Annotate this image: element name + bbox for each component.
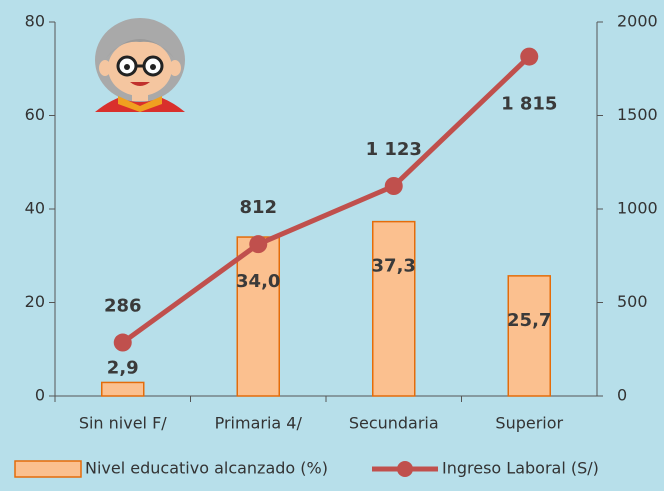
bar-value-label: 25,7 (507, 310, 551, 331)
bar-value-label: 2,9 (107, 357, 139, 378)
line-value-label: 1 815 (501, 94, 557, 115)
y2-tick-label: 2000 (617, 12, 658, 31)
y-tick-label: 0 (35, 386, 45, 405)
y-tick-label: 20 (25, 292, 45, 311)
x-tick-label: Superior (495, 414, 563, 433)
line (123, 57, 530, 343)
bar (237, 237, 279, 396)
y-tick-label: 60 (25, 105, 45, 124)
x-tick-label: Primaria 4/ (215, 414, 303, 433)
line-point (520, 48, 538, 66)
legend-swatch (15, 461, 81, 477)
line-value-label: 286 (104, 296, 142, 317)
y2-tick-label: 500 (617, 292, 648, 311)
line-point (385, 177, 403, 195)
x-tick-label: Secundaria (349, 414, 439, 433)
legend-label: Nivel educativo alcanzado (%) (85, 459, 328, 478)
y2-tick-label: 1000 (617, 199, 658, 218)
bar (373, 222, 415, 396)
line-point (114, 334, 132, 352)
line-point (249, 235, 267, 253)
grandma-icon (95, 18, 185, 112)
y2-tick-label: 1500 (617, 105, 658, 124)
y-tick-label: 80 (25, 12, 45, 31)
bar-value-label: 34,0 (236, 271, 280, 292)
line-value-label: 1 123 (366, 139, 422, 160)
legend-label: Ingreso Laboral (S/) (442, 459, 599, 478)
bar-value-label: 37,3 (372, 256, 416, 277)
x-tick-label: Sin nivel F/ (79, 414, 167, 433)
y2-tick-label: 0 (617, 386, 627, 405)
bar (508, 276, 550, 396)
y-tick-label: 40 (25, 199, 45, 218)
line-value-label: 812 (239, 197, 277, 218)
legend-swatch-point (397, 461, 413, 477)
bar (102, 382, 144, 396)
chart: 0 20 40 60 80 0 500 1000 1500 2000 Sin nivel F/Pri… (0, 0, 664, 491)
